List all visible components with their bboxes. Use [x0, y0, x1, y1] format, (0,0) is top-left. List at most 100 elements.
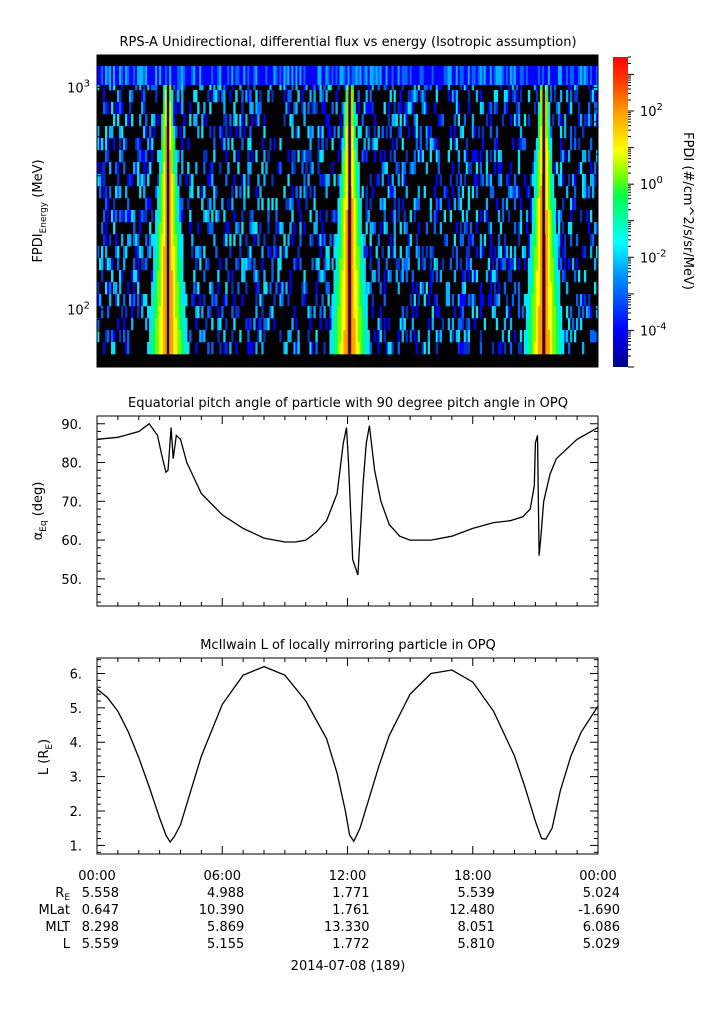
spectrogram-cell [135, 270, 138, 283]
spectrogram-cell [309, 126, 312, 139]
spectrogram-cell [551, 114, 555, 127]
spectrogram-cell [335, 294, 338, 307]
spectrogram-cell [467, 66, 471, 85]
spectrogram-cell [187, 342, 190, 355]
spectrogram-cell [351, 258, 354, 271]
spectrogram-cell [379, 282, 382, 295]
spectrogram-cell [449, 258, 452, 271]
spectrogram-cell [559, 162, 563, 175]
spectrogram-cell [179, 222, 182, 235]
spectrogram-cell [331, 318, 334, 331]
spectrogram-cell [291, 318, 294, 331]
spectrogram-cell [203, 66, 206, 85]
spectrogram-cell [353, 246, 356, 259]
spectrogram-cell [537, 294, 541, 307]
spectrogram-cell [527, 90, 531, 103]
spectrogram-cell [249, 162, 252, 175]
spectrogram-cell [423, 342, 426, 355]
spectrogram-cell [399, 270, 402, 283]
spectrogram-cell [465, 210, 469, 223]
spectrogram-cell [461, 306, 465, 319]
spectrogram-cell [163, 186, 166, 199]
footer-value: 5.155 [207, 937, 244, 952]
spectrogram-cell [209, 222, 212, 235]
spectrogram-cell [269, 306, 272, 319]
spectrogram-cell [283, 90, 286, 103]
spectrogram-cell [115, 162, 118, 175]
spectrogram-cell [551, 306, 555, 319]
spectrogram-cell [211, 66, 214, 85]
spectrogram-cell [143, 294, 146, 307]
spectrogram-cell [391, 66, 394, 85]
spectrogram-cell [311, 126, 314, 139]
spectrogram-cell [157, 114, 160, 127]
mcilwain-title: McIlwain L of locally mirroring particle… [200, 638, 496, 653]
spectrogram-cell [343, 306, 346, 319]
spectrogram-cell [361, 306, 364, 319]
spectrogram-cell [127, 330, 130, 343]
spectrogram-cell [413, 114, 416, 127]
spectrogram-cell [515, 186, 519, 199]
spectrogram-cell [457, 66, 461, 85]
y-tick-label: 3. [70, 771, 82, 786]
spectrogram-cell [529, 66, 533, 85]
spectrogram-cell [173, 270, 176, 283]
spectrogram-cell [505, 294, 509, 307]
spectrogram-cell [259, 102, 262, 115]
spectrogram-cell [211, 210, 214, 223]
spectrogram-cell [175, 294, 178, 307]
spectrogram-cell [171, 114, 174, 127]
spectrogram-cell [417, 330, 420, 343]
spectrogram-cell [355, 270, 358, 283]
spectrogram-cell [331, 210, 334, 223]
spectrogram-cell [243, 126, 246, 139]
spectrogram-cell [527, 246, 531, 259]
spectrogram-cell [137, 270, 140, 283]
spectrogram-cell [169, 174, 172, 187]
spectrogram-cell [341, 294, 344, 307]
spectrogram-cell [351, 270, 354, 283]
spectrogram-cell [527, 342, 531, 355]
spectrogram-cell [99, 186, 102, 199]
spectrogram-cell [249, 246, 252, 259]
spectrogram-cell [553, 270, 557, 283]
spectrogram-cell [325, 246, 328, 259]
spectrogram-cell [323, 102, 326, 115]
spectrogram-cell [369, 258, 372, 271]
spectrogram-cell [217, 318, 220, 331]
spectrogram-cell [459, 342, 463, 355]
spectrogram-cell [361, 258, 364, 271]
spectrogram-cell [249, 258, 252, 271]
spectrogram-cell [515, 114, 519, 127]
spectrogram-cell [403, 66, 406, 85]
spectrogram-cell [511, 186, 515, 199]
spectrogram-cell [301, 66, 304, 85]
spectrogram-cell [361, 186, 364, 199]
spectrogram-cell [377, 270, 380, 283]
spectrogram-cell [507, 270, 511, 283]
spectrogram-cell [185, 66, 188, 85]
spectrogram-cell [337, 306, 340, 319]
spectrogram-cell [393, 210, 396, 223]
spectrogram-cell [567, 222, 571, 235]
spectrogram-cell [323, 174, 326, 187]
spectrogram-cell [557, 306, 561, 319]
spectrogram-cell [317, 162, 320, 175]
spectrogram-cell [499, 174, 503, 187]
spectrogram-cell [165, 306, 168, 319]
spectrogram-cell [577, 162, 581, 175]
spectrogram-cell [435, 270, 438, 283]
spectrogram-cell [265, 282, 268, 295]
spectrogram-cell [397, 174, 400, 187]
spectrogram-cell [309, 66, 312, 85]
spectrogram-cell [117, 186, 120, 199]
spectrogram-cell [327, 66, 330, 85]
spectrogram-cell [109, 162, 112, 175]
spectrogram-cell [157, 294, 160, 307]
spectrogram-cell [591, 66, 595, 85]
spectrogram-cell [383, 210, 386, 223]
spectrogram-cell [547, 318, 551, 331]
spectrogram-gap [542, 85, 545, 354]
spectrogram-cell [171, 258, 174, 271]
spectrogram-cell [241, 138, 244, 151]
